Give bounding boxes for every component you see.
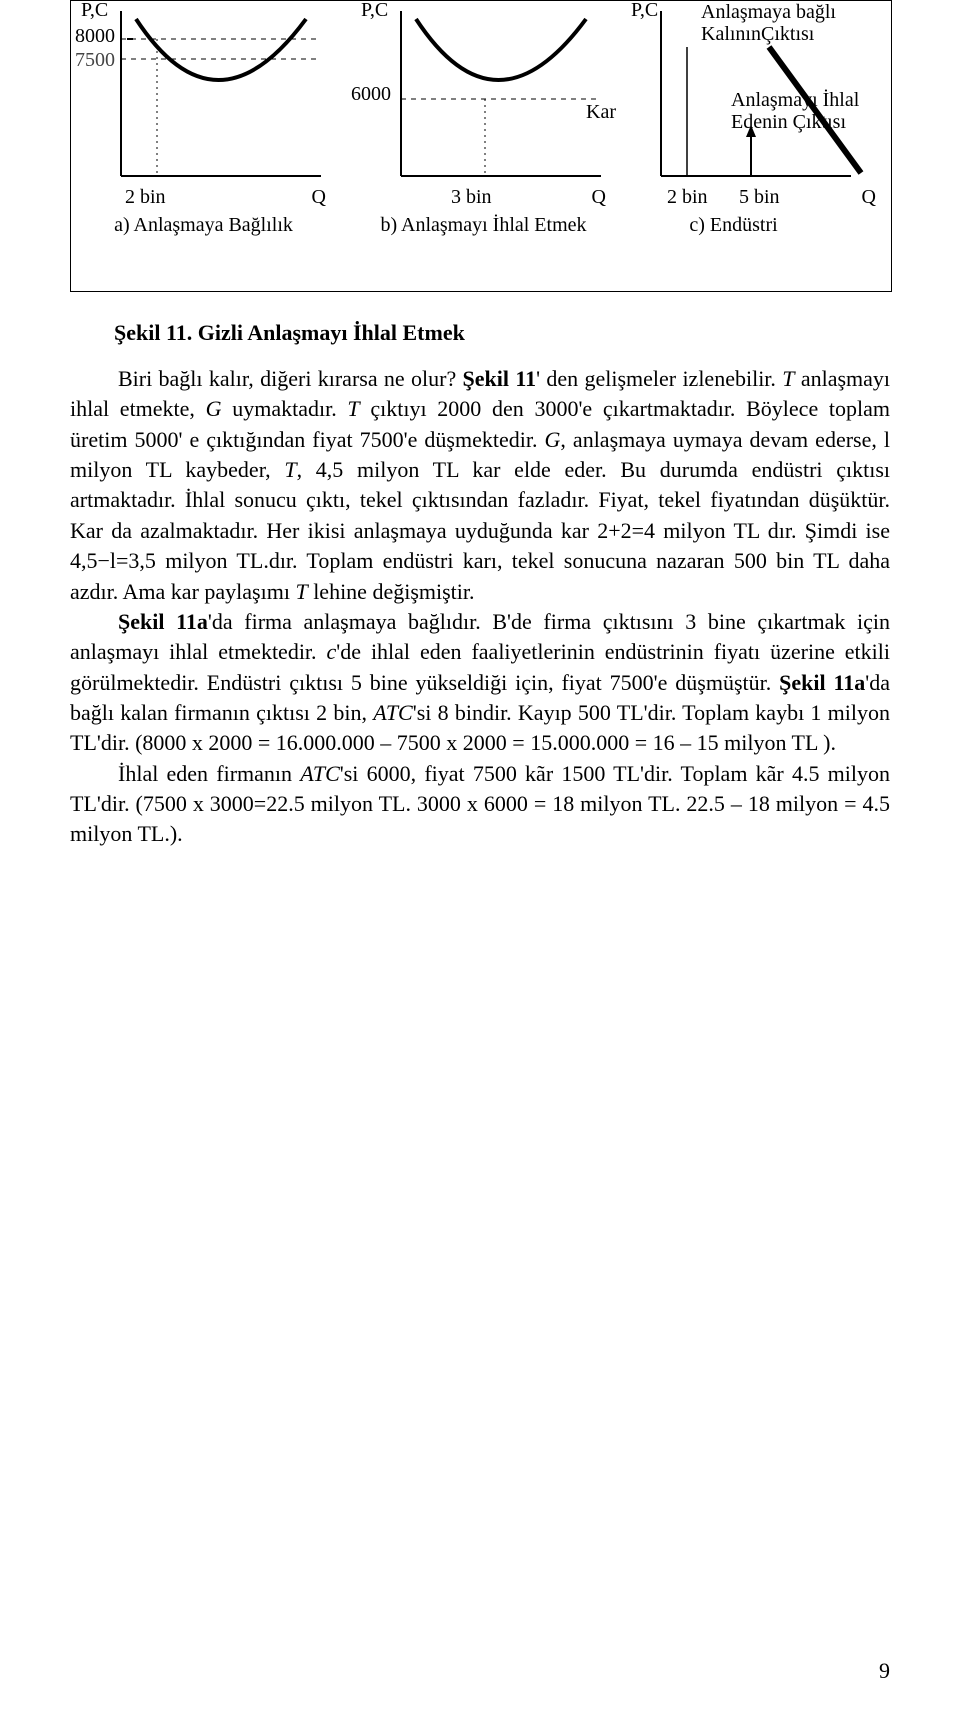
panel-b: P,C 6000 Kar 3 bin Q b) Anlaşmayı İhlal …	[361, 1, 606, 181]
p1-a: Biri bağlı kalır, diğeri kırarsa ne olur…	[118, 366, 463, 391]
p1-g: uymaktadır.	[222, 396, 348, 421]
figure-frame: P,C 8000 7500 2 bin Q a) Anlaşmaya Bağlı…	[70, 0, 892, 292]
panel-c-xtick-right: 5 bin	[739, 186, 780, 209]
paragraph-3: İhlal eden firmanın ATC'si 6000, fiyat 7…	[70, 759, 890, 850]
panel-c-svg	[631, 1, 891, 181]
p1-l: T	[284, 457, 296, 482]
figure-title: Şekil 11. Gizli Anlaşmayı İhlal Etmek	[114, 320, 890, 346]
p1-c: ' den gelişmeler izlenebilir.	[536, 366, 782, 391]
page-number: 9	[879, 1658, 890, 1684]
p2-a: Şekil 11a	[118, 609, 208, 634]
p1-o: lehine değişmiştir.	[308, 579, 475, 604]
panel-b-xtick: 3 bin	[451, 186, 492, 209]
p3-a: İhlal eden firmanın	[118, 761, 300, 786]
panel-a-xtick: 2 bin	[125, 186, 166, 209]
p2-c: c	[327, 639, 337, 664]
panel-a-svg	[81, 1, 326, 181]
p1-d: T	[782, 366, 794, 391]
panel-a-caption: a) Anlaşmaya Bağlılık	[81, 214, 326, 237]
p1-j: G	[545, 427, 561, 452]
panel-b-svg	[361, 1, 606, 181]
panel-c-q: Q	[862, 186, 876, 209]
panel-a-q: Q	[312, 186, 326, 209]
paragraph-2: Şekil 11a'da firma anlaşmaya bağlıdır. B…	[70, 607, 890, 759]
panel-a: P,C 8000 7500 2 bin Q a) Anlaşmaya Bağlı…	[81, 1, 326, 181]
panel-b-caption: b) Anlaşmayı İhlal Etmek	[361, 214, 606, 237]
p3-b: ATC	[300, 761, 340, 786]
body-text: Biri bağlı kalır, diğeri kırarsa ne olur…	[70, 364, 890, 850]
p2-g: ATC	[373, 700, 413, 725]
p2-e: Şekil 11a	[779, 670, 865, 695]
panel-c: P,C Anlaşmaya bağlı KalınınÇıktısı Anlaş…	[631, 1, 876, 181]
paragraph-1: Biri bağlı kalır, diğeri kırarsa ne olur…	[70, 364, 890, 607]
panel-b-q: Q	[592, 186, 606, 209]
p1-f: G	[206, 396, 222, 421]
panel-c-caption: c) Endüstri	[611, 214, 856, 237]
p1-h: T	[347, 396, 359, 421]
p1-b: Şekil 11	[463, 366, 537, 391]
panel-c-xtick-left: 2 bin	[667, 186, 708, 209]
p1-n: T	[295, 579, 307, 604]
